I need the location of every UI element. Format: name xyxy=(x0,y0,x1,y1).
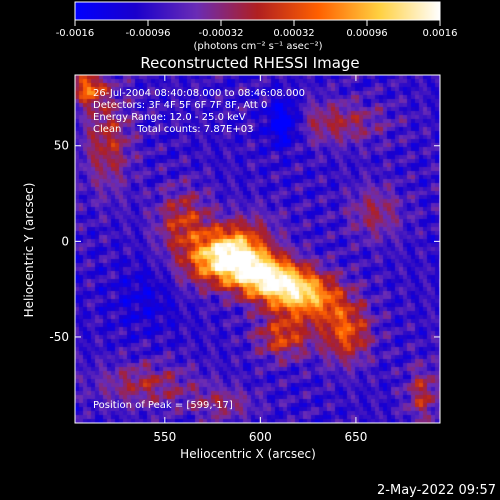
x-axis-ticks: 550 600 650 xyxy=(153,75,367,444)
annotation-time-range: 26-Jul-2004 08:40:08.000 to 08:46:08.000 xyxy=(93,88,305,99)
colorbar-unit-label: (photons cm⁻² s⁻¹ asec⁻²) xyxy=(193,41,322,52)
y-axis-label: Heliocentric Y (arcsec) xyxy=(22,183,36,318)
chart-title: Reconstructed RHESSI Image xyxy=(140,54,359,72)
footer-timestamp: 2-May-2022 09:57 xyxy=(377,483,496,498)
y-tick-label: 50 xyxy=(54,139,69,153)
y-tick-label: -50 xyxy=(49,330,69,344)
annotation-detectors: Detectors: 3F 4F 5F 6F 7F 8F, Att 0 xyxy=(93,100,267,111)
colorbar: -0.0016 -0.00096 -0.00032 0.00032 0.00096 0.0… xyxy=(56,1,458,52)
heatmap-canvas xyxy=(75,75,440,423)
colorbar-tick-label: 0.00096 xyxy=(346,28,387,39)
colorbar-tick-label: 0.0016 xyxy=(423,28,458,39)
x-axis-label: Heliocentric X (arcsec) xyxy=(180,447,316,461)
annotation-block: 26-Jul-2004 08:40:08.000 to 08:46:08.000… xyxy=(93,88,305,411)
x-tick-label: 600 xyxy=(249,430,272,444)
y-axis-ticks: 50 0 -50 xyxy=(49,139,440,344)
colorbar-tick-label: 0.00032 xyxy=(273,28,314,39)
x-tick-label: 650 xyxy=(344,430,367,444)
colorbar-tick-label: -0.00096 xyxy=(126,28,171,39)
colorbar-gradient xyxy=(74,1,441,21)
colorbar-tick-label: -0.00032 xyxy=(199,28,244,39)
x-tick-label: 550 xyxy=(153,430,176,444)
annotation-energy-range: Energy Range: 12.0 - 25.0 keV xyxy=(93,112,246,123)
heatmap-image xyxy=(75,75,440,423)
peak-position-label: Position of Peak = [599,-17] xyxy=(93,400,233,411)
plot-frame xyxy=(74,74,441,424)
colorbar-tick-label: -0.0016 xyxy=(56,28,95,39)
annotation-clean-counts: Clean Total counts: 7.87E+03 xyxy=(93,124,253,135)
colorbar-ticks: -0.0016 -0.00096 -0.00032 0.00032 0.00096 0.0… xyxy=(56,20,458,39)
y-tick-label: 0 xyxy=(61,234,69,248)
